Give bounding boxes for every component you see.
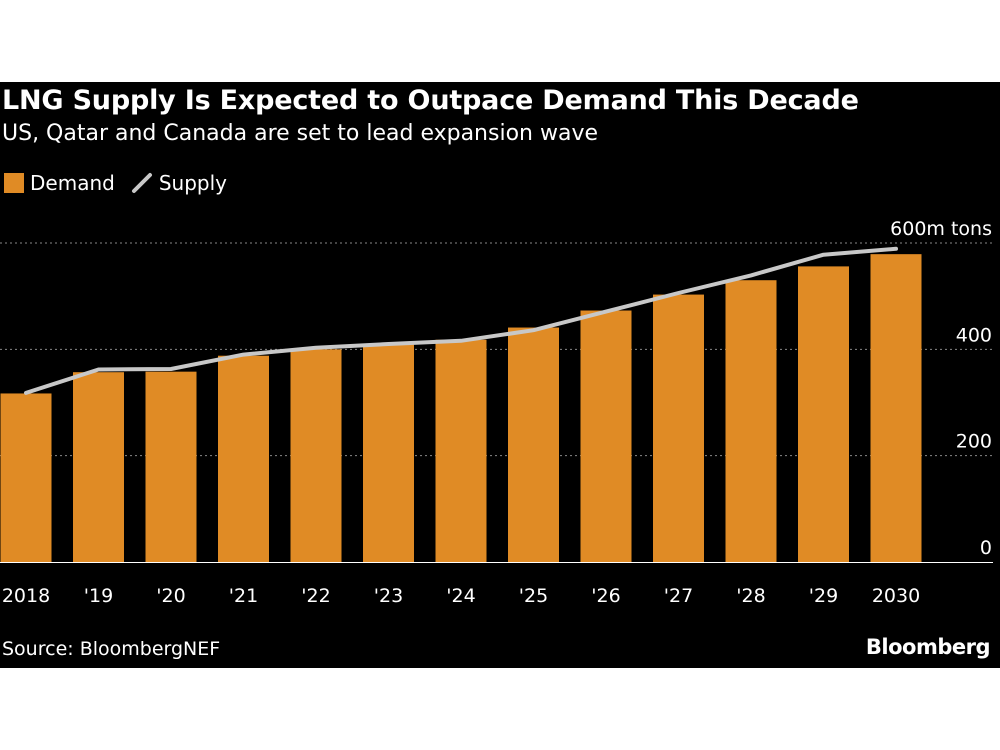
x-tick-label: '21 xyxy=(229,585,258,607)
chart-title: LNG Supply Is Expected to Outpace Demand… xyxy=(2,85,859,116)
x-tick-label: '29 xyxy=(809,585,838,607)
y-tick-label: 400 xyxy=(956,324,992,346)
x-tick-label: '27 xyxy=(664,585,693,607)
x-tick-label: '24 xyxy=(446,585,475,607)
demand-bar xyxy=(218,355,269,562)
chart-subtitle: US, Qatar and Canada are set to lead exp… xyxy=(2,121,598,146)
demand-bar xyxy=(73,372,124,562)
x-tick-label: '19 xyxy=(84,585,113,607)
x-tick-label: '22 xyxy=(301,585,330,607)
supply-line xyxy=(24,246,898,395)
x-tick-label: 2030 xyxy=(872,585,920,607)
demand-bar xyxy=(435,339,487,562)
demand-bar xyxy=(798,266,849,562)
legend-label-supply: Supply xyxy=(158,171,227,195)
chart-plot: 0 200 400 600m tons 2018 '19 '20 '21 '22 '23 '24 '2… xyxy=(0,218,993,607)
demand-bar xyxy=(363,344,414,562)
demand-bar xyxy=(725,280,777,562)
legend-line-stroke xyxy=(131,173,152,193)
x-tick-label: '20 xyxy=(156,585,185,607)
demand-bar xyxy=(508,327,559,562)
legend-entry-supply: Supply xyxy=(131,171,227,195)
x-tick-label: '23 xyxy=(374,585,403,607)
demand-bar xyxy=(653,294,704,562)
y-tick-label: 0 xyxy=(980,537,992,559)
legend-label-demand: Demand xyxy=(30,171,115,195)
demand-bar xyxy=(145,371,197,562)
y-tick-label: 200 xyxy=(956,431,992,453)
chart-card: LNG Supply Is Expected to Outpace Demand… xyxy=(0,82,1000,668)
demand-bar xyxy=(580,310,632,562)
x-tick-label: '25 xyxy=(519,585,548,607)
demand-bar xyxy=(290,349,342,562)
x-tick-label: '26 xyxy=(591,585,620,607)
legend-entry-demand: Demand xyxy=(4,171,115,195)
x-tick-label: 2018 xyxy=(2,585,50,607)
legend-line-icon xyxy=(131,173,152,193)
legend: Demand Supply xyxy=(4,170,243,196)
source-note: Source: BloombergNEF xyxy=(2,638,221,660)
x-tick-label: '28 xyxy=(736,585,765,607)
brand-logo: Bloomberg xyxy=(865,635,991,659)
demand-bar xyxy=(0,393,52,562)
legend-swatch-demand xyxy=(4,173,24,193)
demand-bar xyxy=(870,254,922,563)
y-tick-label: 600m tons xyxy=(890,218,992,240)
